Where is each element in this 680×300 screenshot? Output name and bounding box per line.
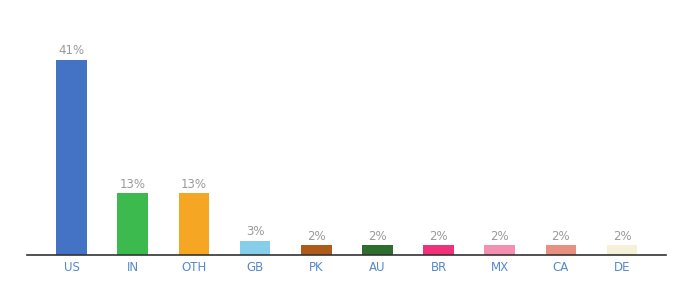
- Text: 2%: 2%: [551, 230, 571, 243]
- Bar: [301, 245, 332, 255]
- Bar: [423, 245, 454, 255]
- Text: 2%: 2%: [613, 230, 631, 243]
- Text: 2%: 2%: [490, 230, 509, 243]
- Bar: [607, 245, 637, 255]
- Text: 2%: 2%: [368, 230, 387, 243]
- Bar: [179, 193, 209, 255]
- Bar: [240, 241, 271, 255]
- Text: 13%: 13%: [181, 178, 207, 191]
- Bar: [118, 193, 148, 255]
- Text: 3%: 3%: [245, 225, 265, 238]
- Bar: [545, 245, 576, 255]
- Bar: [56, 60, 87, 255]
- Text: 41%: 41%: [58, 44, 84, 57]
- Bar: [484, 245, 515, 255]
- Text: 2%: 2%: [429, 230, 448, 243]
- Bar: [362, 245, 392, 255]
- Text: 2%: 2%: [307, 230, 326, 243]
- Text: 13%: 13%: [120, 178, 146, 191]
